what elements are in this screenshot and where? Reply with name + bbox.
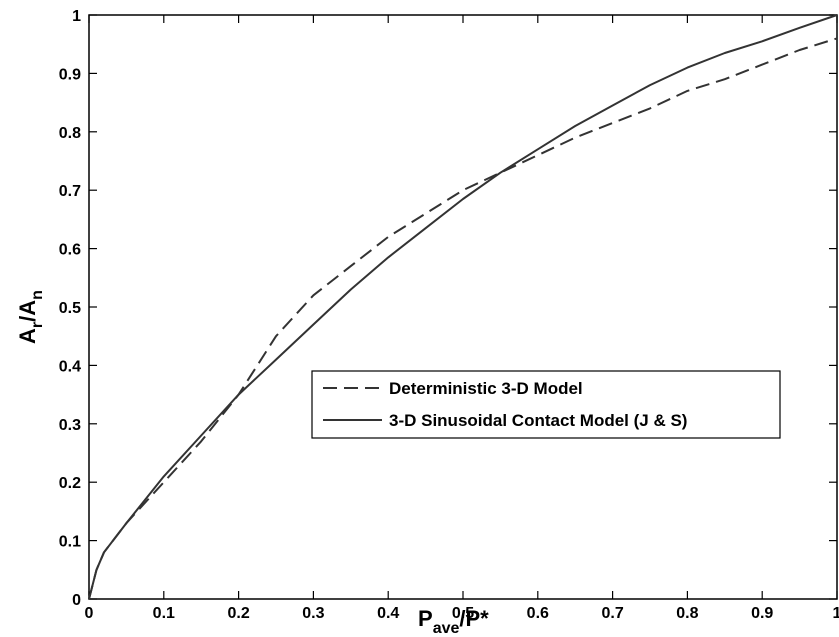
legend-label-deterministic: Deterministic 3-D Model: [389, 379, 583, 398]
series-line-deterministic: [88, 37, 838, 600]
y-tick-label: 0.3: [59, 417, 81, 434]
x-tick-label: 0.5: [452, 605, 474, 622]
x-tick-label: 1: [833, 605, 839, 622]
y-tick-label: 0.7: [59, 183, 81, 200]
x-tick-label: 0.4: [377, 605, 399, 622]
tick-labels: 0 0.1 0.2 0.3 0.4 0.5 0.6 0.7 0.8 0.9 1 0 0.1 0.2 0.3 0…: [59, 8, 839, 622]
x-tick-label: 0: [85, 605, 94, 622]
x-tick-label: 0.1: [153, 605, 175, 622]
x-tick-label: 0.6: [527, 605, 549, 622]
legend-box: [311, 370, 781, 439]
y-tick-label: 0.4: [59, 358, 81, 375]
legend: Deterministic 3-D Model 3-D Sinusoidal C…: [311, 370, 781, 439]
series-lines: [88, 14, 838, 600]
x-tick-label: 0.8: [676, 605, 698, 622]
y-tick-label: 0.1: [59, 534, 81, 551]
y-tick-label: 0.9: [59, 66, 81, 83]
legend-label-sinusoidal: 3-D Sinusoidal Contact Model (J & S): [389, 411, 687, 430]
x-tick-label: 0.7: [601, 605, 623, 622]
y-tick-label: 0.6: [59, 242, 81, 259]
ticks: [88, 14, 838, 600]
x-tick-label: 0.3: [302, 605, 324, 622]
y-tick-label: 0.8: [59, 125, 81, 142]
x-axis-label: Pave/P*: [418, 606, 489, 637]
y-tick-label: 0: [72, 592, 81, 609]
y-axis-label: Ar/An: [15, 290, 46, 344]
x-tick-label: 0.2: [227, 605, 249, 622]
y-tick-label: 0.2: [59, 475, 81, 492]
x-tick-label: 0.9: [751, 605, 773, 622]
y-tick-label: 0.5: [59, 300, 81, 317]
plot-area: [88, 14, 838, 600]
y-tick-label: 1: [72, 8, 81, 25]
series-line-sinusoidal: [88, 14, 838, 600]
